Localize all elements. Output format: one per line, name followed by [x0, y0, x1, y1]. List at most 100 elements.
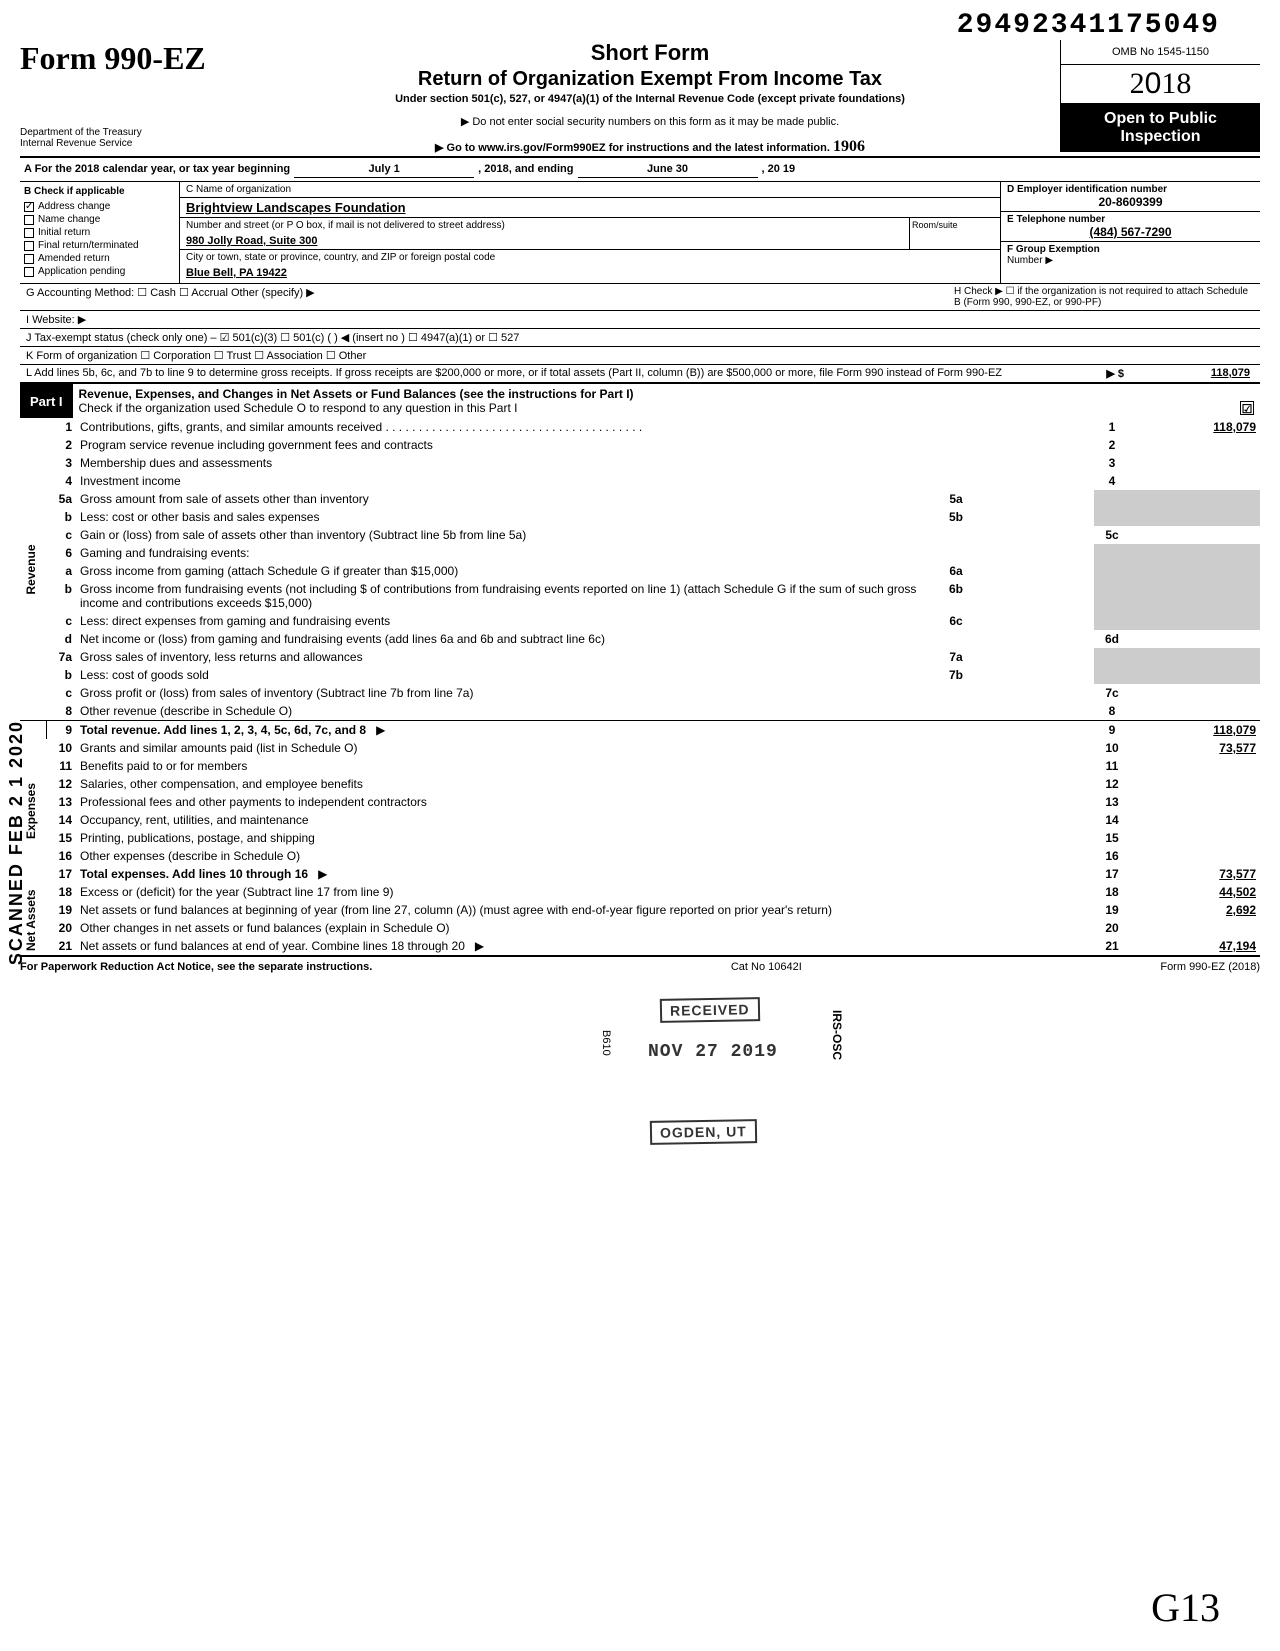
line-rnum: 7c: [1094, 684, 1130, 702]
mini-num: 7a: [938, 648, 974, 666]
line-num: 21: [46, 937, 76, 956]
line-desc: Salaries, other compensation, and employ…: [80, 777, 363, 791]
line-num: 16: [46, 847, 76, 865]
sidebar-net-assets: Net Assets: [20, 883, 46, 956]
filing-number: 29492341175049: [957, 10, 1220, 41]
line-num: 12: [46, 775, 76, 793]
footer-mid: Cat No 10642I: [372, 961, 1160, 973]
line-desc: Occupancy, rent, utilities, and maintena…: [80, 813, 309, 827]
checkbox-address-change[interactable]: [24, 202, 34, 212]
entity-block: B Check if applicable Address change Nam…: [20, 182, 1260, 284]
line-rnum: 9: [1094, 721, 1130, 740]
note-website-text: ▶ Go to www.irs.gov/Form990EZ for instru…: [435, 142, 830, 154]
handwritten-top: 1906: [833, 138, 865, 155]
row-a-begin: July 1: [294, 161, 474, 178]
city-state-zip: Blue Bell, PA 19422: [180, 265, 1000, 281]
line-num: b: [46, 580, 76, 612]
line-desc: Printing, publications, postage, and shi…: [80, 831, 315, 845]
line-j-tax-status: J Tax-exempt status (check only one) – ☑…: [26, 331, 1254, 344]
sidebar-expenses: Expenses: [20, 739, 46, 883]
chk-label: Application pending: [38, 266, 125, 277]
line-num: 17: [46, 865, 76, 883]
chk-label: Name change: [38, 214, 100, 225]
handwritten-bottom: G13: [1151, 1584, 1220, 1631]
line-num: c: [46, 684, 76, 702]
line-num: 13: [46, 793, 76, 811]
line-desc: Net assets or fund balances at beginning…: [80, 903, 832, 917]
row-a-prefix: A For the 2018 calendar year, or tax yea…: [20, 161, 294, 178]
column-de: D Employer identification number 20-8609…: [1000, 182, 1260, 283]
line-desc: Membership dues and assessments: [80, 456, 272, 470]
stamp-ogden: OGDEN, UT: [650, 1119, 757, 1145]
group-exempt-label: F Group Exemption: [1007, 244, 1254, 255]
line-num: d: [46, 630, 76, 648]
line-num: 19: [46, 901, 76, 919]
line-desc: Excess or (deficit) for the year (Subtra…: [80, 885, 393, 899]
line-num: b: [46, 508, 76, 526]
line-l-value: 118,079: [1124, 367, 1254, 380]
checkbox-amended[interactable]: [24, 254, 34, 264]
page-footer: For Paperwork Reduction Act Notice, see …: [20, 957, 1260, 977]
line-num: 10: [46, 739, 76, 757]
phone-label: E Telephone number: [1007, 214, 1254, 225]
stamp-irs-osc: IRS-OSC: [830, 1010, 844, 1060]
footer-right: Form 990-EZ (2018): [1160, 961, 1260, 973]
row-a-suffix: , 20 19: [758, 161, 800, 178]
line-value: 73,577: [1130, 739, 1260, 757]
org-name: Brightview Landscapes Foundation: [180, 198, 1000, 217]
checkbox-pending[interactable]: [24, 267, 34, 277]
line-i-website: I Website: ▶: [26, 313, 1254, 326]
line-k-org-form: K Form of organization ☐ Corporation ☐ T…: [26, 349, 1254, 362]
dept-irs: Internal Revenue Service: [20, 138, 230, 149]
line-g-accounting: G Accounting Method: ☐ Cash ☐ Accrual Ot…: [26, 286, 954, 308]
line-num: 11: [46, 757, 76, 775]
checkbox-initial-return[interactable]: [24, 228, 34, 238]
line-rnum: 13: [1094, 793, 1130, 811]
line-desc: Less: cost of goods sold: [80, 668, 209, 682]
line-value: 118,079: [1130, 418, 1260, 436]
line-desc: Gross income from fundraising events (no…: [80, 582, 916, 610]
line-rnum: 19: [1094, 901, 1130, 919]
line-desc: Gain or (loss) from sale of assets other…: [80, 528, 526, 542]
mini-num: 5a: [938, 490, 974, 508]
line-rnum: 18: [1094, 883, 1130, 901]
line-num: 8: [46, 702, 76, 721]
chk-label: Address change: [38, 201, 110, 212]
line-desc: Net income or (loss) from gaming and fun…: [80, 632, 605, 646]
line-value: 118,079: [1130, 721, 1260, 740]
line-rnum: 1: [1094, 418, 1130, 436]
part-1-checkbox[interactable]: ☑: [1240, 401, 1254, 415]
chk-label: Amended return: [38, 253, 110, 264]
chk-label: Initial return: [38, 227, 90, 238]
line-rnum: 4: [1094, 472, 1130, 490]
ein-value: 20-8609399: [1007, 195, 1254, 209]
row-a-tax-year: A For the 2018 calendar year, or tax yea…: [20, 158, 1260, 182]
line-desc: Total revenue. Add lines 1, 2, 3, 4, 5c,…: [80, 723, 366, 737]
line-desc: Gaming and fundraising events:: [80, 546, 249, 560]
footer-left: For Paperwork Reduction Act Notice, see …: [20, 961, 372, 973]
form-header: Form 990-EZ Department of the Treasury I…: [20, 40, 1260, 158]
mini-num: 6b: [938, 580, 974, 612]
line-rnum: 3: [1094, 454, 1130, 472]
line-num: 4: [46, 472, 76, 490]
group-exempt-number: Number ▶: [1007, 255, 1254, 266]
checkbox-final-return[interactable]: [24, 241, 34, 251]
column-b-checkboxes: B Check if applicable Address change Nam…: [20, 182, 180, 283]
line-num: 2: [46, 436, 76, 454]
omb-number: OMB No 1545-1150: [1061, 40, 1260, 65]
line-desc: Gross amount from sale of assets other t…: [80, 492, 369, 506]
phone-value: (484) 567-7290: [1007, 225, 1254, 239]
city-label: City or town, state or province, country…: [180, 250, 1000, 265]
line-rnum: 17: [1094, 865, 1130, 883]
line-desc: Total expenses. Add lines 10 through 16: [80, 867, 308, 881]
line-desc: Program service revenue including govern…: [80, 438, 433, 452]
line-rnum: 8: [1094, 702, 1130, 721]
line-num: 18: [46, 883, 76, 901]
line-num: 15: [46, 829, 76, 847]
part-1-lines-table: Revenue 1 Contributions, gifts, grants, …: [20, 418, 1260, 957]
form-code: Form 990-EZ: [20, 40, 230, 77]
line-desc: Gross profit or (loss) from sales of inv…: [80, 686, 473, 700]
checkbox-name-change[interactable]: [24, 215, 34, 225]
line-num: 20: [46, 919, 76, 937]
line-num: c: [46, 526, 76, 544]
